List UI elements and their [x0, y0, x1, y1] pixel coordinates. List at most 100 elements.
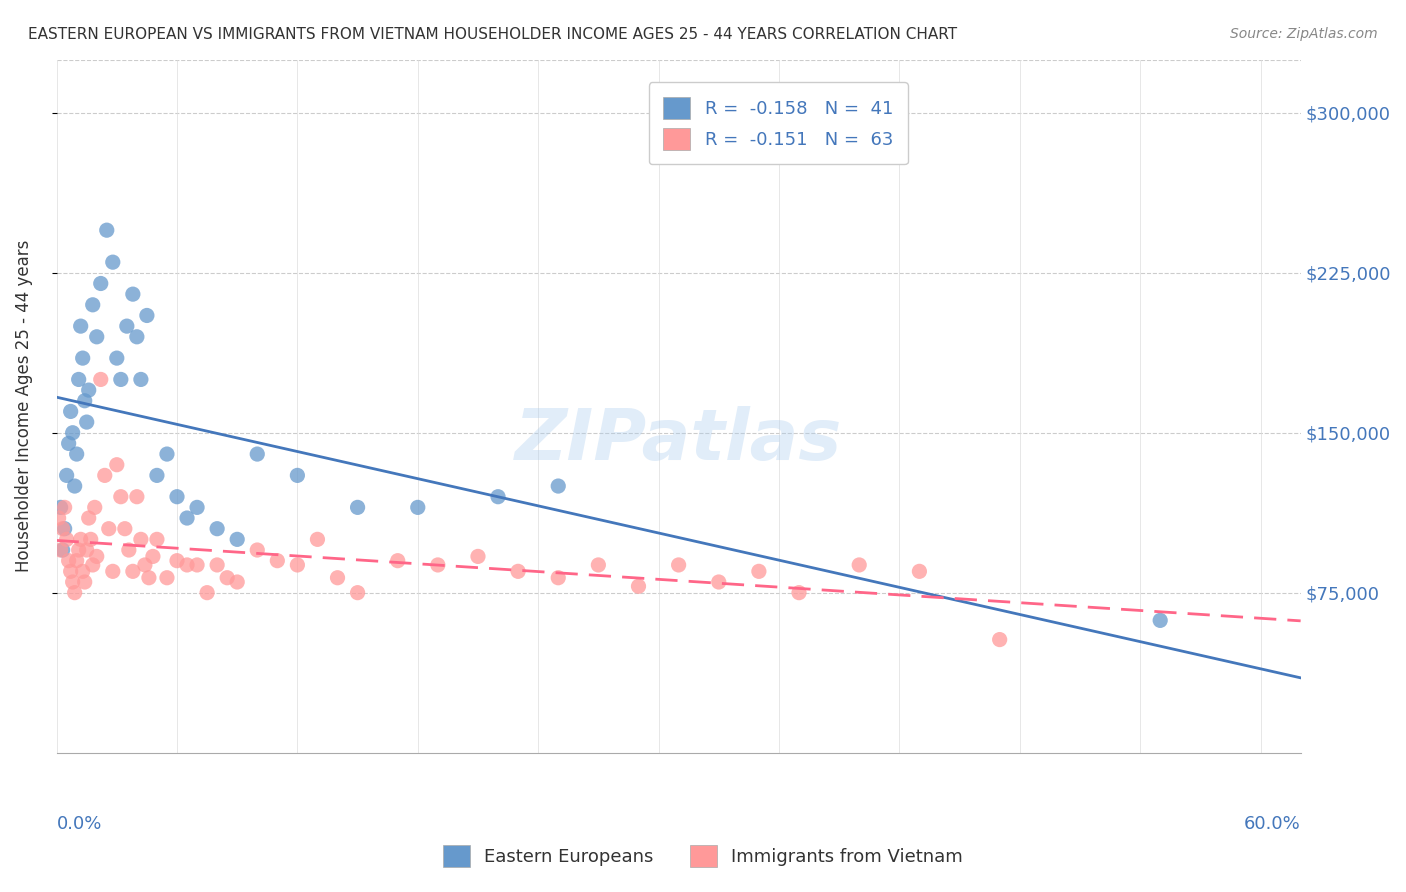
- Point: [387, 554, 409, 568]
- Point: [186, 500, 208, 515]
- Point: [76, 415, 98, 429]
- Point: [63, 585, 86, 599]
- Point: [176, 511, 198, 525]
- Point: [467, 549, 489, 564]
- Point: [787, 585, 810, 599]
- Point: [55, 533, 77, 547]
- Point: [707, 574, 730, 589]
- Point: [426, 558, 449, 572]
- Point: [101, 565, 124, 579]
- Point: [110, 372, 132, 386]
- Legend: R =  -0.158   N =  41, R =  -0.151   N =  63: R = -0.158 N = 41, R = -0.151 N = 63: [648, 82, 907, 164]
- Point: [547, 571, 569, 585]
- Point: [110, 490, 132, 504]
- Point: [486, 490, 509, 504]
- Point: [156, 447, 179, 461]
- Point: [115, 319, 138, 334]
- Point: [166, 490, 188, 504]
- Point: [67, 372, 90, 386]
- Point: [73, 574, 96, 589]
- Point: [94, 468, 117, 483]
- Text: ZIPatlas: ZIPatlas: [515, 406, 842, 475]
- Point: [105, 458, 128, 472]
- Point: [118, 543, 141, 558]
- Point: [66, 554, 89, 568]
- Point: [176, 558, 198, 572]
- Point: [307, 533, 329, 547]
- Point: [82, 558, 104, 572]
- Point: [105, 351, 128, 365]
- Point: [53, 500, 76, 515]
- Point: [266, 554, 288, 568]
- Point: [195, 585, 218, 599]
- Point: [69, 319, 91, 334]
- Legend: Eastern Europeans, Immigrants from Vietnam: Eastern Europeans, Immigrants from Vietn…: [436, 838, 970, 874]
- Point: [406, 500, 429, 515]
- Point: [82, 298, 104, 312]
- Point: [90, 277, 112, 291]
- Point: [588, 558, 610, 572]
- Point: [72, 351, 94, 365]
- Point: [138, 571, 160, 585]
- Text: 60.0%: 60.0%: [1244, 815, 1301, 833]
- Point: [121, 287, 143, 301]
- Point: [217, 571, 239, 585]
- Point: [246, 447, 269, 461]
- Point: [205, 558, 228, 572]
- Point: [52, 522, 75, 536]
- Point: [186, 558, 208, 572]
- Point: [156, 571, 179, 585]
- Point: [226, 574, 249, 589]
- Point: [77, 383, 100, 397]
- Point: [627, 579, 650, 593]
- Point: [142, 549, 165, 564]
- Point: [96, 223, 118, 237]
- Point: [62, 425, 84, 440]
- Point: [77, 511, 100, 525]
- Point: [129, 372, 152, 386]
- Point: [97, 522, 120, 536]
- Point: [908, 565, 931, 579]
- Point: [53, 522, 76, 536]
- Point: [326, 571, 349, 585]
- Point: [63, 479, 86, 493]
- Point: [346, 585, 368, 599]
- Point: [547, 479, 569, 493]
- Point: [146, 533, 169, 547]
- Point: [506, 565, 529, 579]
- Point: [287, 468, 309, 483]
- Point: [166, 554, 188, 568]
- Point: [86, 549, 108, 564]
- Point: [246, 543, 269, 558]
- Point: [90, 372, 112, 386]
- Point: [67, 543, 90, 558]
- Point: [83, 500, 105, 515]
- Point: [346, 500, 368, 515]
- Point: [48, 511, 70, 525]
- Point: [49, 543, 72, 558]
- Point: [49, 500, 72, 515]
- Point: [287, 558, 309, 572]
- Point: [80, 533, 103, 547]
- Point: [52, 543, 75, 558]
- Point: [135, 309, 157, 323]
- Text: 0.0%: 0.0%: [56, 815, 103, 833]
- Point: [205, 522, 228, 536]
- Point: [86, 330, 108, 344]
- Point: [146, 468, 169, 483]
- Text: Source: ZipAtlas.com: Source: ZipAtlas.com: [1230, 27, 1378, 41]
- Point: [226, 533, 249, 547]
- Point: [129, 533, 152, 547]
- Point: [69, 533, 91, 547]
- Point: [58, 436, 80, 450]
- Point: [125, 330, 148, 344]
- Point: [58, 554, 80, 568]
- Point: [668, 558, 690, 572]
- Point: [72, 565, 94, 579]
- Text: EASTERN EUROPEAN VS IMMIGRANTS FROM VIETNAM HOUSEHOLDER INCOME AGES 25 - 44 YEAR: EASTERN EUROPEAN VS IMMIGRANTS FROM VIET…: [28, 27, 957, 42]
- Point: [748, 565, 770, 579]
- Point: [73, 393, 96, 408]
- Y-axis label: Householder Income Ages 25 - 44 years: Householder Income Ages 25 - 44 years: [15, 240, 32, 573]
- Point: [55, 468, 77, 483]
- Point: [988, 632, 1011, 647]
